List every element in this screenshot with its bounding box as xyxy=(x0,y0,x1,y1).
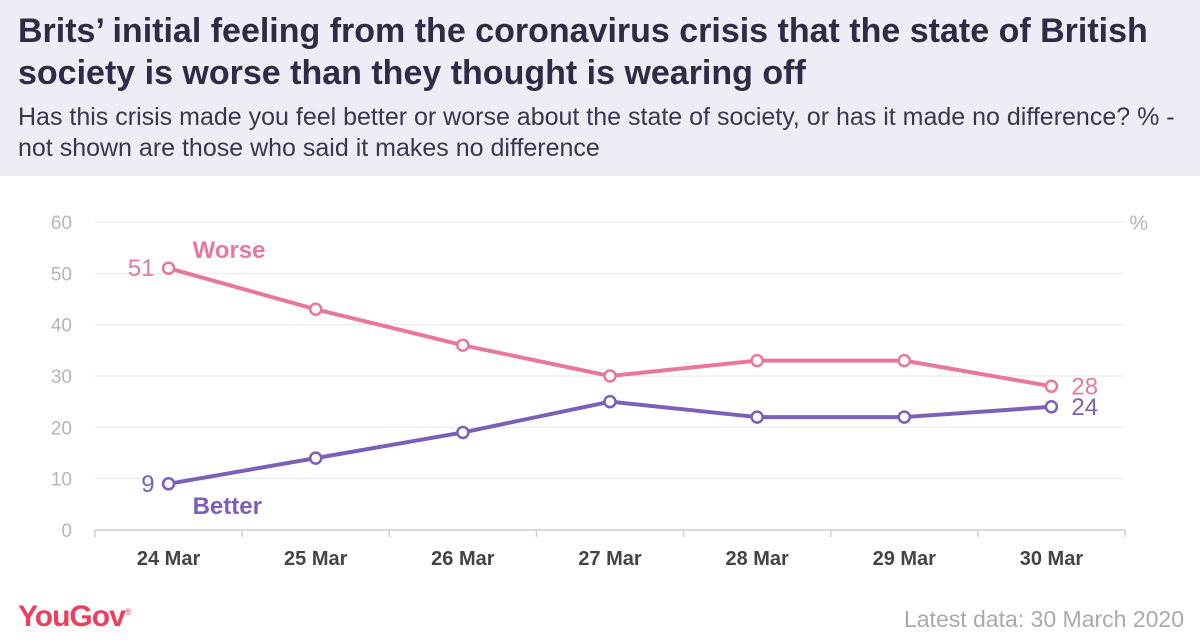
worse-data-point xyxy=(897,353,912,368)
better-data-point xyxy=(750,410,764,424)
y-unit-label: % xyxy=(1129,212,1148,235)
better-data-point xyxy=(603,394,617,409)
x-tick-label: 24 Mar xyxy=(137,548,201,570)
better-data-point xyxy=(161,477,176,491)
y-tick-label: 40 xyxy=(51,316,72,337)
worse-data-point xyxy=(1044,379,1059,394)
yougov-logo: YouGov® xyxy=(18,600,131,633)
x-tick-label: 28 Mar xyxy=(725,548,789,570)
better-series-label: Better xyxy=(193,493,262,520)
x-tick-label: 27 Mar xyxy=(578,548,642,570)
better-series-line xyxy=(166,399,1054,486)
worse-data-point xyxy=(456,338,470,352)
chart-title: Brits’ initial feeling from the coronavi… xyxy=(18,12,1148,92)
y-tick-label: 30 xyxy=(51,367,72,388)
latest-data-note: Latest data: 30 March 2020 xyxy=(903,606,1184,632)
y-tick-label: 20 xyxy=(51,418,72,439)
worse-data-point xyxy=(308,302,323,317)
y-tick-label: 60 xyxy=(51,213,72,234)
worse-data-point xyxy=(161,261,176,275)
better-data-point xyxy=(1044,400,1059,414)
better-start-value-label: 9 xyxy=(141,471,154,498)
worse-series-label: Worse xyxy=(193,237,266,264)
x-tick-label: 26 Mar xyxy=(431,548,495,570)
worse-end-value-label: 28 xyxy=(1071,373,1098,400)
worse-start-value-label: 51 xyxy=(128,255,155,282)
y-tick-label: 50 xyxy=(51,264,72,285)
chart-header: Brits’ initial feeling from the coronavi… xyxy=(0,0,1200,176)
better-data-point xyxy=(897,410,912,424)
x-tick-label: 30 Mar xyxy=(1020,548,1084,570)
brand-name: YouGov xyxy=(18,600,126,633)
line-chart: 0 10 20 30 40 50 60 % 24 Mar 25 Mar 26 Mar 27 Mar 28… xyxy=(51,212,1148,570)
chart-subtitle: Has this crisis made you feel better or … xyxy=(18,103,1175,162)
y-tick-label: 0 xyxy=(61,521,72,542)
worse-series-line xyxy=(166,266,1054,389)
worse-data-point xyxy=(603,369,617,383)
better-end-value-label: 24 xyxy=(1071,394,1098,421)
y-tick-label: 10 xyxy=(51,470,72,491)
x-tick-label: 25 Mar xyxy=(284,548,348,570)
worse-data-point xyxy=(750,353,764,368)
better-data-point xyxy=(308,451,323,465)
better-data-point xyxy=(456,425,470,440)
x-tick-label: 29 Mar xyxy=(873,548,937,570)
